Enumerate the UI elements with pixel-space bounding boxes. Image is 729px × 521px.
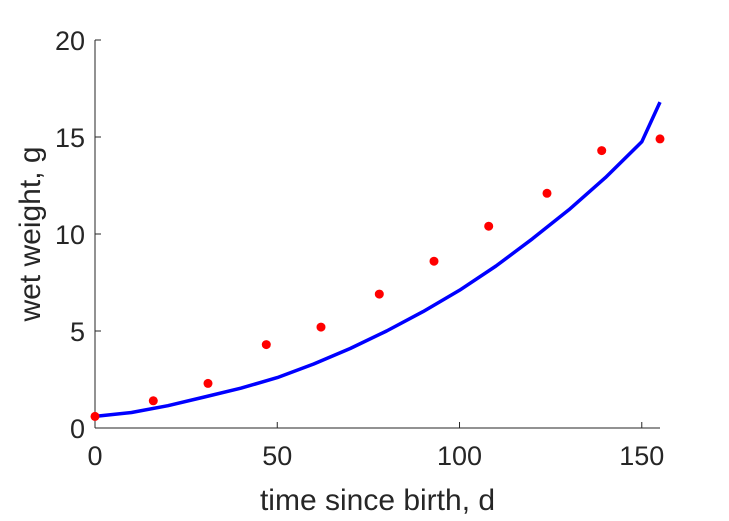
y-tick-label: 5 (70, 317, 85, 347)
data-point (484, 221, 494, 231)
data-point (597, 146, 607, 156)
data-point (374, 289, 384, 299)
data-point (148, 396, 158, 406)
plot-series (90, 101, 665, 421)
data-point (316, 322, 326, 332)
fit-curve (94, 101, 662, 419)
y-axis-label: wet weight, g (14, 146, 47, 322)
x-axis-label: time since birth, d (260, 484, 495, 517)
axes (94, 40, 660, 429)
data-point (429, 256, 439, 266)
x-ticks: 0 50 100 150 (87, 422, 664, 471)
y-tick-label: 20 (55, 26, 85, 56)
data-point (203, 378, 213, 388)
y-tick-label: 15 (55, 123, 85, 153)
x-tick-label: 150 (619, 441, 664, 471)
x-tick-label: 0 (87, 441, 102, 471)
x-tick-label: 50 (262, 441, 292, 471)
y-tick-label: 10 (55, 220, 85, 250)
data-point (655, 134, 665, 144)
x-tick-label: 100 (437, 441, 482, 471)
data-point (90, 411, 100, 421)
data-point (261, 340, 271, 350)
y-ticks: 0 5 10 15 20 (55, 26, 101, 444)
y-tick-label: 0 (70, 414, 85, 444)
data-point (542, 188, 552, 198)
